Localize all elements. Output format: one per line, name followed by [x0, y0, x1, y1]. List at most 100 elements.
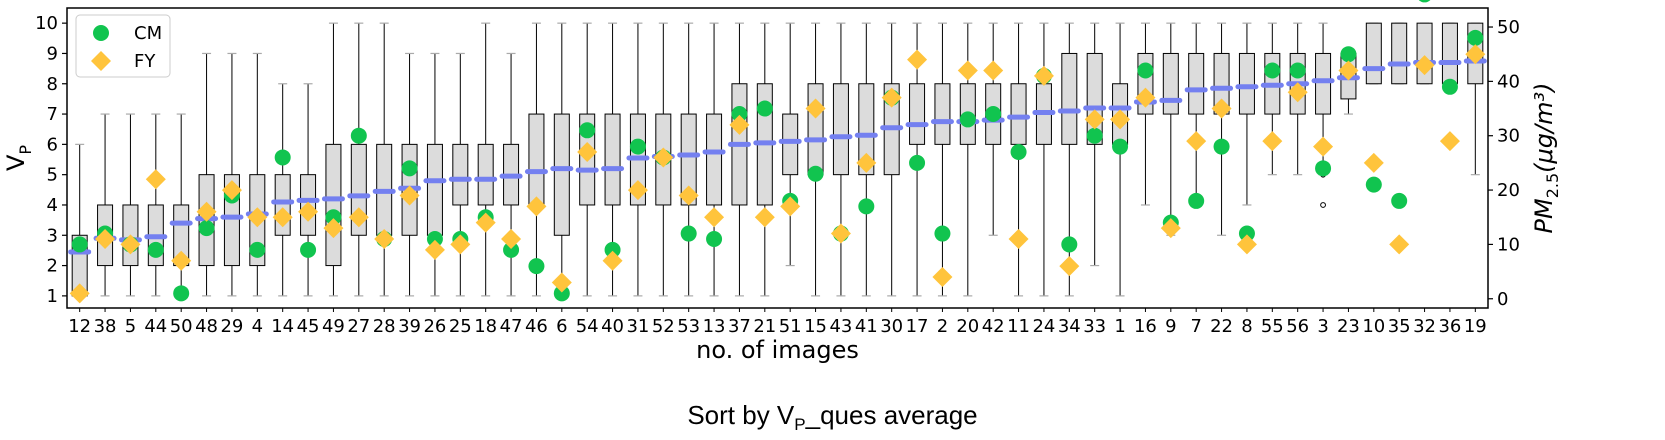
x-tick-label: 37: [728, 316, 751, 337]
x-tick-label: 34: [1058, 316, 1081, 337]
fy-point: [754, 207, 775, 228]
fy-point: [298, 201, 319, 222]
cm-point: [985, 105, 1002, 122]
fy-point: [1160, 218, 1181, 239]
x-tick-label: 16: [1134, 316, 1157, 337]
x-tick-label: 40: [601, 316, 624, 337]
fy-point: [196, 201, 217, 222]
cm-point: [249, 241, 266, 258]
y-left-base: V: [2, 154, 30, 171]
fy-point: [830, 223, 851, 244]
fy-point: [729, 114, 750, 135]
fy-point: [272, 207, 293, 228]
cm-point: [147, 241, 164, 258]
cm-point: [1086, 127, 1103, 144]
x-tick-label: 21: [753, 316, 776, 337]
box-iqr: [1365, 22, 1382, 85]
cm-point: [401, 160, 418, 177]
x-tick-label: 14: [271, 316, 294, 337]
plot-area-frame: [66, 7, 1489, 309]
fy-point: [627, 180, 648, 201]
fy-point: [780, 196, 801, 217]
cm-point: [350, 127, 367, 144]
x-tick-label: 10: [1362, 316, 1385, 337]
box-iqr: [553, 113, 570, 236]
cm-point: [680, 225, 697, 242]
fy-point: [221, 180, 242, 201]
box-outlier: [1320, 202, 1326, 208]
cm-point: [731, 105, 748, 122]
x-tick-label: 51: [779, 316, 802, 337]
x-tick-label: 27: [347, 316, 370, 337]
fy-point: [1211, 98, 1232, 119]
caption-suffix: _ques average: [805, 400, 978, 430]
box-iqr: [452, 143, 469, 206]
y-right-tick-label: 50: [1497, 17, 1520, 38]
fy-point: [1033, 65, 1054, 86]
y-right-sub: 2.5: [1543, 173, 1562, 198]
fy-point: [1262, 131, 1283, 152]
y-left-sub: P: [16, 145, 35, 155]
cm-point: [1238, 225, 1255, 242]
cm-point: [173, 285, 190, 302]
fy-point: [1110, 109, 1131, 130]
cm-point: [325, 209, 342, 226]
y-right-tick-label: 20: [1497, 180, 1520, 201]
y-axis-left-title: VP: [2, 145, 35, 171]
cm-point: [71, 236, 88, 253]
box-iqr: [1441, 22, 1458, 85]
box-iqr: [325, 143, 342, 267]
x-tick-label: 36: [1438, 316, 1461, 337]
box-iqr: [1188, 52, 1205, 115]
box-iqr: [858, 83, 875, 176]
x-tick-label: 32: [1413, 316, 1436, 337]
fy-point: [1084, 109, 1105, 130]
fy-point: [907, 49, 928, 70]
fy-point: [881, 87, 902, 108]
cm-point: [629, 138, 646, 155]
y-right-tick-label: 0: [1497, 289, 1508, 310]
x-tick-label: 13: [703, 316, 726, 337]
x-tick-label: 53: [677, 316, 700, 337]
legend-cm-marker: [93, 25, 109, 41]
x-tick-label: 3: [1317, 316, 1328, 337]
fy-point: [501, 228, 522, 249]
x-tick-label: 9: [1165, 316, 1176, 337]
fy-point: [475, 212, 496, 233]
legend: CM FY: [75, 14, 171, 78]
fy-point: [551, 272, 572, 293]
fy-point: [399, 185, 420, 206]
fy-point: [374, 228, 395, 249]
fy-point: [1059, 256, 1080, 277]
y-right-tick-label: 40: [1497, 71, 1520, 92]
cm-point: [604, 241, 621, 258]
box-iqr: [1061, 52, 1078, 145]
x-tick-label: 7: [1190, 316, 1201, 337]
x-tick-label: 28: [373, 316, 396, 337]
fy-point: [348, 207, 369, 228]
x-tick-label: 54: [576, 316, 599, 337]
fy-point: [1186, 131, 1207, 152]
x-tick-label: 20: [956, 316, 979, 337]
y-left-tick-label: 10: [35, 13, 58, 34]
cm-point: [756, 100, 773, 117]
cm-point: [579, 122, 596, 139]
x-tick-label: 26: [423, 316, 446, 337]
fy-point: [1363, 152, 1384, 173]
x-tick-label: 41: [855, 316, 878, 337]
x-tick-label: 12: [68, 316, 91, 337]
fy-point: [69, 283, 90, 304]
x-tick-label: 4: [252, 316, 263, 337]
legend-fy-label: FY: [134, 51, 156, 72]
figure-caption: Sort by VP_ques average: [0, 400, 1665, 435]
fy-point: [602, 250, 623, 271]
y-right-unit: (μg/m³): [1530, 83, 1558, 173]
cm-point: [1061, 236, 1078, 253]
x-tick-label: 6: [556, 316, 567, 337]
x-tick-label: 44: [144, 316, 167, 337]
box-iqr: [1238, 52, 1255, 115]
cm-point: [300, 241, 317, 258]
x-tick-label: 30: [880, 316, 903, 337]
